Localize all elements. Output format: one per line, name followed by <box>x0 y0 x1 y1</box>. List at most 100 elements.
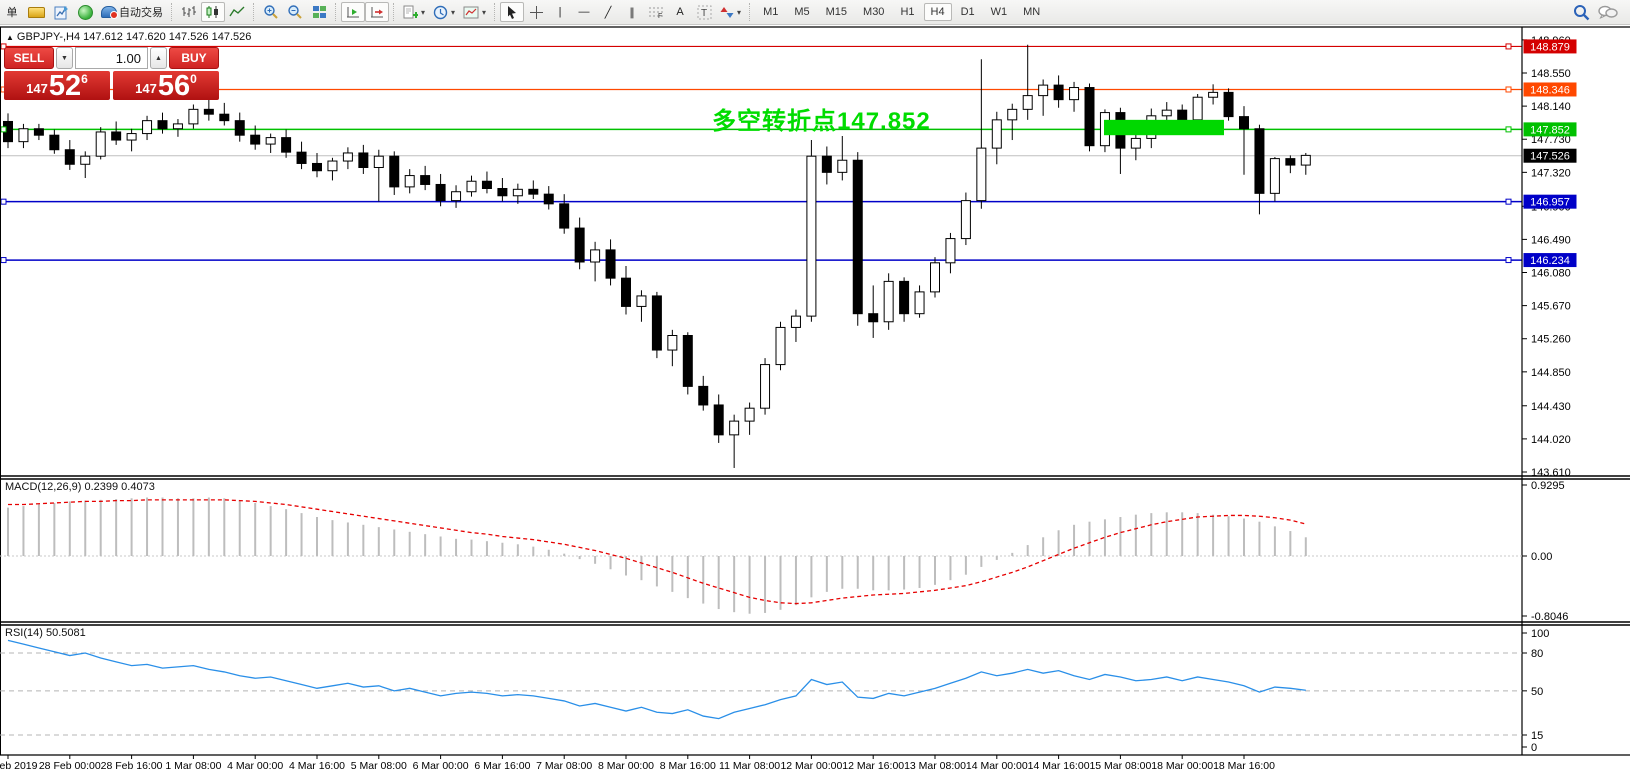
candlestick-chart-icon <box>206 6 218 18</box>
timeframe-h4-button[interactable]: H4 <box>923 3 952 21</box>
time-label: 7 Mar 08:00 <box>536 760 592 772</box>
price-badge: 148.346 <box>1523 82 1577 97</box>
green-rectangle-object[interactable] <box>1104 119 1224 136</box>
candle <box>960 192 971 246</box>
candle <box>899 277 910 322</box>
arrows-button[interactable]: ▾ <box>716 2 745 22</box>
timeframe-h1-button[interactable]: H1 <box>893 3 921 21</box>
text-tool-button[interactable]: A <box>668 2 692 22</box>
volume-increase-button[interactable]: ▲ <box>150 47 167 69</box>
vertical-line-button[interactable]: | <box>548 2 572 22</box>
line-edge-handle[interactable] <box>1505 198 1512 205</box>
candle <box>790 309 801 342</box>
collapse-triangle-icon[interactable]: ▲ <box>6 33 14 42</box>
timeframe-d1-button[interactable]: D1 <box>954 3 982 21</box>
horizontal-line-button[interactable]: — <box>572 2 596 22</box>
time-label: 6 Mar 00:00 <box>413 760 469 772</box>
publish-chart-button[interactable] <box>49 2 73 22</box>
bar-chart-icon <box>182 6 196 17</box>
timeframe-m30-button[interactable]: M30 <box>856 3 891 21</box>
line-edge-handle[interactable] <box>1505 257 1512 264</box>
periods-button[interactable]: ▾ <box>429 2 459 22</box>
buy-price-display[interactable]: 147 56 0 <box>113 71 219 101</box>
candle <box>698 375 709 411</box>
zoom-in-button[interactable] <box>259 2 283 22</box>
channel-button[interactable]: ∥ <box>620 2 644 22</box>
line-edge-handle[interactable] <box>1505 43 1512 50</box>
gold-button[interactable] <box>24 2 49 22</box>
candle <box>64 140 75 170</box>
candle <box>1007 103 1018 141</box>
candle <box>991 111 1002 165</box>
text-label-button[interactable]: T <box>692 2 716 22</box>
candle <box>219 102 230 126</box>
candle <box>1053 75 1064 108</box>
signals-button[interactable] <box>73 2 97 22</box>
templates-icon <box>463 6 479 18</box>
time-label: 11 Mar 08:00 <box>719 760 780 772</box>
auto-scroll-icon <box>347 7 359 18</box>
gold-bar-icon <box>28 6 45 18</box>
zoom-in-icon <box>264 5 278 19</box>
sell-button[interactable]: SELL <box>4 47 54 69</box>
chart-shift-button[interactable] <box>365 2 389 22</box>
auto-scroll-button[interactable] <box>341 2 365 22</box>
indicators-icon <box>403 5 418 18</box>
indicators-button[interactable]: ▾ <box>399 2 429 22</box>
timeframe-w1-button[interactable]: W1 <box>984 3 1015 21</box>
toolbar-separator <box>749 3 751 21</box>
candle <box>80 151 91 179</box>
volume-input[interactable] <box>75 47 148 69</box>
candle <box>729 414 740 468</box>
candle <box>18 123 29 149</box>
candle <box>1223 88 1234 121</box>
timeframe-mn-button[interactable]: MN <box>1016 3 1047 21</box>
candle <box>976 59 987 209</box>
trendline-button[interactable]: ╱ <box>596 2 620 22</box>
candle <box>281 129 292 158</box>
line-edge-handle[interactable] <box>0 198 7 205</box>
timeframe-m5-button[interactable]: M5 <box>787 3 816 21</box>
fibonacci-button[interactable]: F <box>644 2 668 22</box>
cursor-button[interactable] <box>500 2 525 22</box>
buy-button[interactable]: BUY <box>169 47 219 69</box>
line-edge-handle[interactable] <box>0 126 7 133</box>
line-edge-handle[interactable] <box>0 257 7 264</box>
macd-histogram <box>7 497 1307 614</box>
timeframe-m15-button[interactable]: M15 <box>819 3 854 21</box>
zoom-out-button[interactable] <box>283 2 307 22</box>
candle <box>126 128 137 152</box>
trade-panel-price-row: 147 52 6 147 56 0 <box>4 71 219 101</box>
toolbar-group-main: 单 自动交易 <box>0 0 167 24</box>
candle <box>1038 79 1049 116</box>
volume-decrease-button[interactable]: ▼ <box>56 47 73 69</box>
line-edge-handle[interactable] <box>1505 86 1512 93</box>
price-tick-label: 146.490 <box>1531 234 1571 246</box>
toolbar-group-objects: | — ╱ ∥ F A T ▾ <box>500 0 745 24</box>
sell-price-display[interactable]: 147 52 6 <box>4 71 110 101</box>
time-label: 4 Mar 16:00 <box>289 760 345 772</box>
line-chart-button[interactable] <box>225 2 249 22</box>
chat-button[interactable] <box>1594 2 1622 22</box>
cursor-icon <box>508 5 517 19</box>
price-tick-label: 145.670 <box>1531 301 1571 313</box>
candle <box>1161 102 1172 124</box>
new-order-button[interactable]: 单 <box>0 2 24 22</box>
autotrading-button[interactable]: 自动交易 <box>97 2 167 22</box>
candle <box>651 291 662 359</box>
templates-button[interactable]: ▾ <box>459 2 490 22</box>
candles-layer <box>3 44 1311 468</box>
timeframe-m1-button[interactable]: M1 <box>756 3 785 21</box>
tile-windows-button[interactable] <box>307 2 331 22</box>
line-edge-handle[interactable] <box>1505 126 1512 133</box>
pivot-annotation-text[interactable]: 多空转折点147.852 <box>712 108 931 135</box>
search-button[interactable] <box>1569 2 1594 22</box>
time-label: 14 Mar 00:00 <box>966 760 1028 772</box>
candlestick-chart-button[interactable] <box>201 2 225 22</box>
price-badge-label: 148.879 <box>1530 41 1570 53</box>
crosshair-button[interactable] <box>524 2 548 22</box>
candle <box>142 115 153 141</box>
candle <box>760 358 771 415</box>
bar-chart-button[interactable] <box>177 2 201 22</box>
